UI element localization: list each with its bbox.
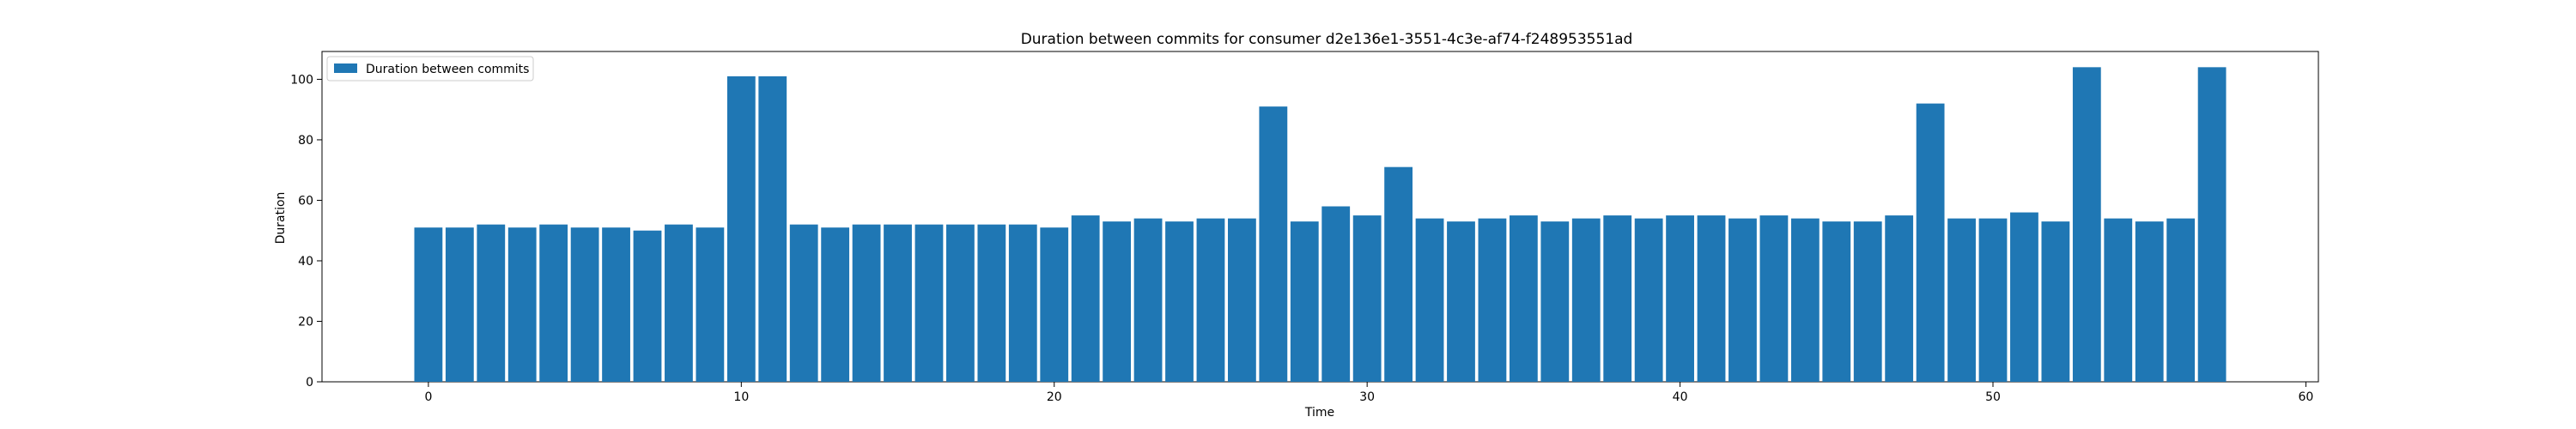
bar (1697, 215, 1726, 382)
bar (696, 227, 725, 382)
bar (1790, 218, 1820, 382)
x-axis-ticks: 0 10 20 30 40 50 60 (424, 382, 2313, 404)
bar (1603, 215, 1632, 382)
y-tick-label: 80 (298, 134, 313, 148)
bar (1415, 218, 1444, 382)
bar (2135, 221, 2164, 382)
bar (1540, 221, 1570, 382)
bar (977, 224, 1006, 382)
bar (1666, 215, 1694, 382)
bar (1196, 218, 1225, 382)
y-tick-label: 40 (298, 255, 313, 269)
x-axis-label: Time (1304, 406, 1334, 420)
bar (1352, 215, 1382, 382)
y-axis-ticks: 0 20 40 60 80 100 (290, 73, 322, 390)
bar (633, 230, 662, 382)
bar (2104, 218, 2133, 382)
bar (414, 227, 443, 382)
plot-area: 0 10 20 30 40 50 60 0 20 40 60 80 100 (290, 51, 2319, 404)
bar (1071, 215, 1100, 382)
legend-swatch (334, 63, 357, 73)
bar (1040, 227, 1069, 382)
bar (1447, 221, 1475, 382)
bar (1759, 215, 1789, 382)
x-tick-label: 40 (1673, 390, 1688, 404)
legend-box (326, 56, 534, 82)
bar (1822, 221, 1851, 382)
bar (1103, 221, 1132, 382)
y-tick-label: 60 (298, 194, 313, 208)
bar (1634, 218, 1663, 382)
bar (477, 224, 506, 382)
y-tick-label: 100 (290, 73, 313, 87)
bar (758, 76, 787, 383)
bar (2197, 67, 2227, 382)
bar (884, 224, 912, 382)
bars-group (414, 67, 2227, 383)
bar (726, 76, 756, 383)
y-tick-label: 0 (306, 376, 313, 390)
bar (602, 227, 630, 382)
bar (1259, 106, 1288, 383)
bar (1853, 221, 1882, 382)
legend: Duration between commits (326, 56, 534, 82)
bar (2166, 218, 2196, 382)
y-tick-label: 20 (298, 315, 313, 329)
bar (852, 224, 881, 382)
bar (1478, 218, 1507, 382)
bar (1133, 218, 1163, 382)
bar (665, 224, 693, 382)
y-axis-label: Duration (274, 192, 288, 245)
plot-frame (321, 51, 2319, 383)
bar (539, 224, 568, 382)
bar (914, 224, 944, 382)
bar (1571, 218, 1601, 382)
bar (1947, 218, 1976, 382)
x-tick-label: 20 (1047, 390, 1062, 404)
bar (1290, 221, 1319, 382)
bar (946, 224, 975, 382)
x-tick-label: 30 (1359, 390, 1375, 404)
bar (1916, 103, 1945, 383)
x-tick-label: 10 (733, 390, 749, 404)
bar (445, 227, 474, 382)
bar (789, 224, 818, 382)
bar (507, 227, 537, 382)
bar (1165, 221, 1194, 382)
bar (2041, 221, 2070, 382)
bar (2010, 212, 2038, 382)
bar (1728, 218, 1757, 382)
x-tick-label: 0 (424, 390, 432, 404)
chart-title: Duration between commits for consumer d2… (1021, 31, 1633, 48)
bar (1384, 166, 1413, 382)
bar (570, 227, 599, 382)
bar (821, 227, 850, 382)
bar (1227, 218, 1256, 382)
bar (2072, 67, 2101, 382)
bar (1321, 206, 1351, 382)
bar (1008, 224, 1037, 382)
x-tick-label: 60 (2299, 390, 2314, 404)
x-tick-label: 50 (1985, 390, 2001, 404)
legend-label: Duration between commits (366, 63, 529, 76)
bar (1885, 215, 1914, 382)
bar (1978, 218, 2008, 382)
bar (1509, 215, 1538, 382)
